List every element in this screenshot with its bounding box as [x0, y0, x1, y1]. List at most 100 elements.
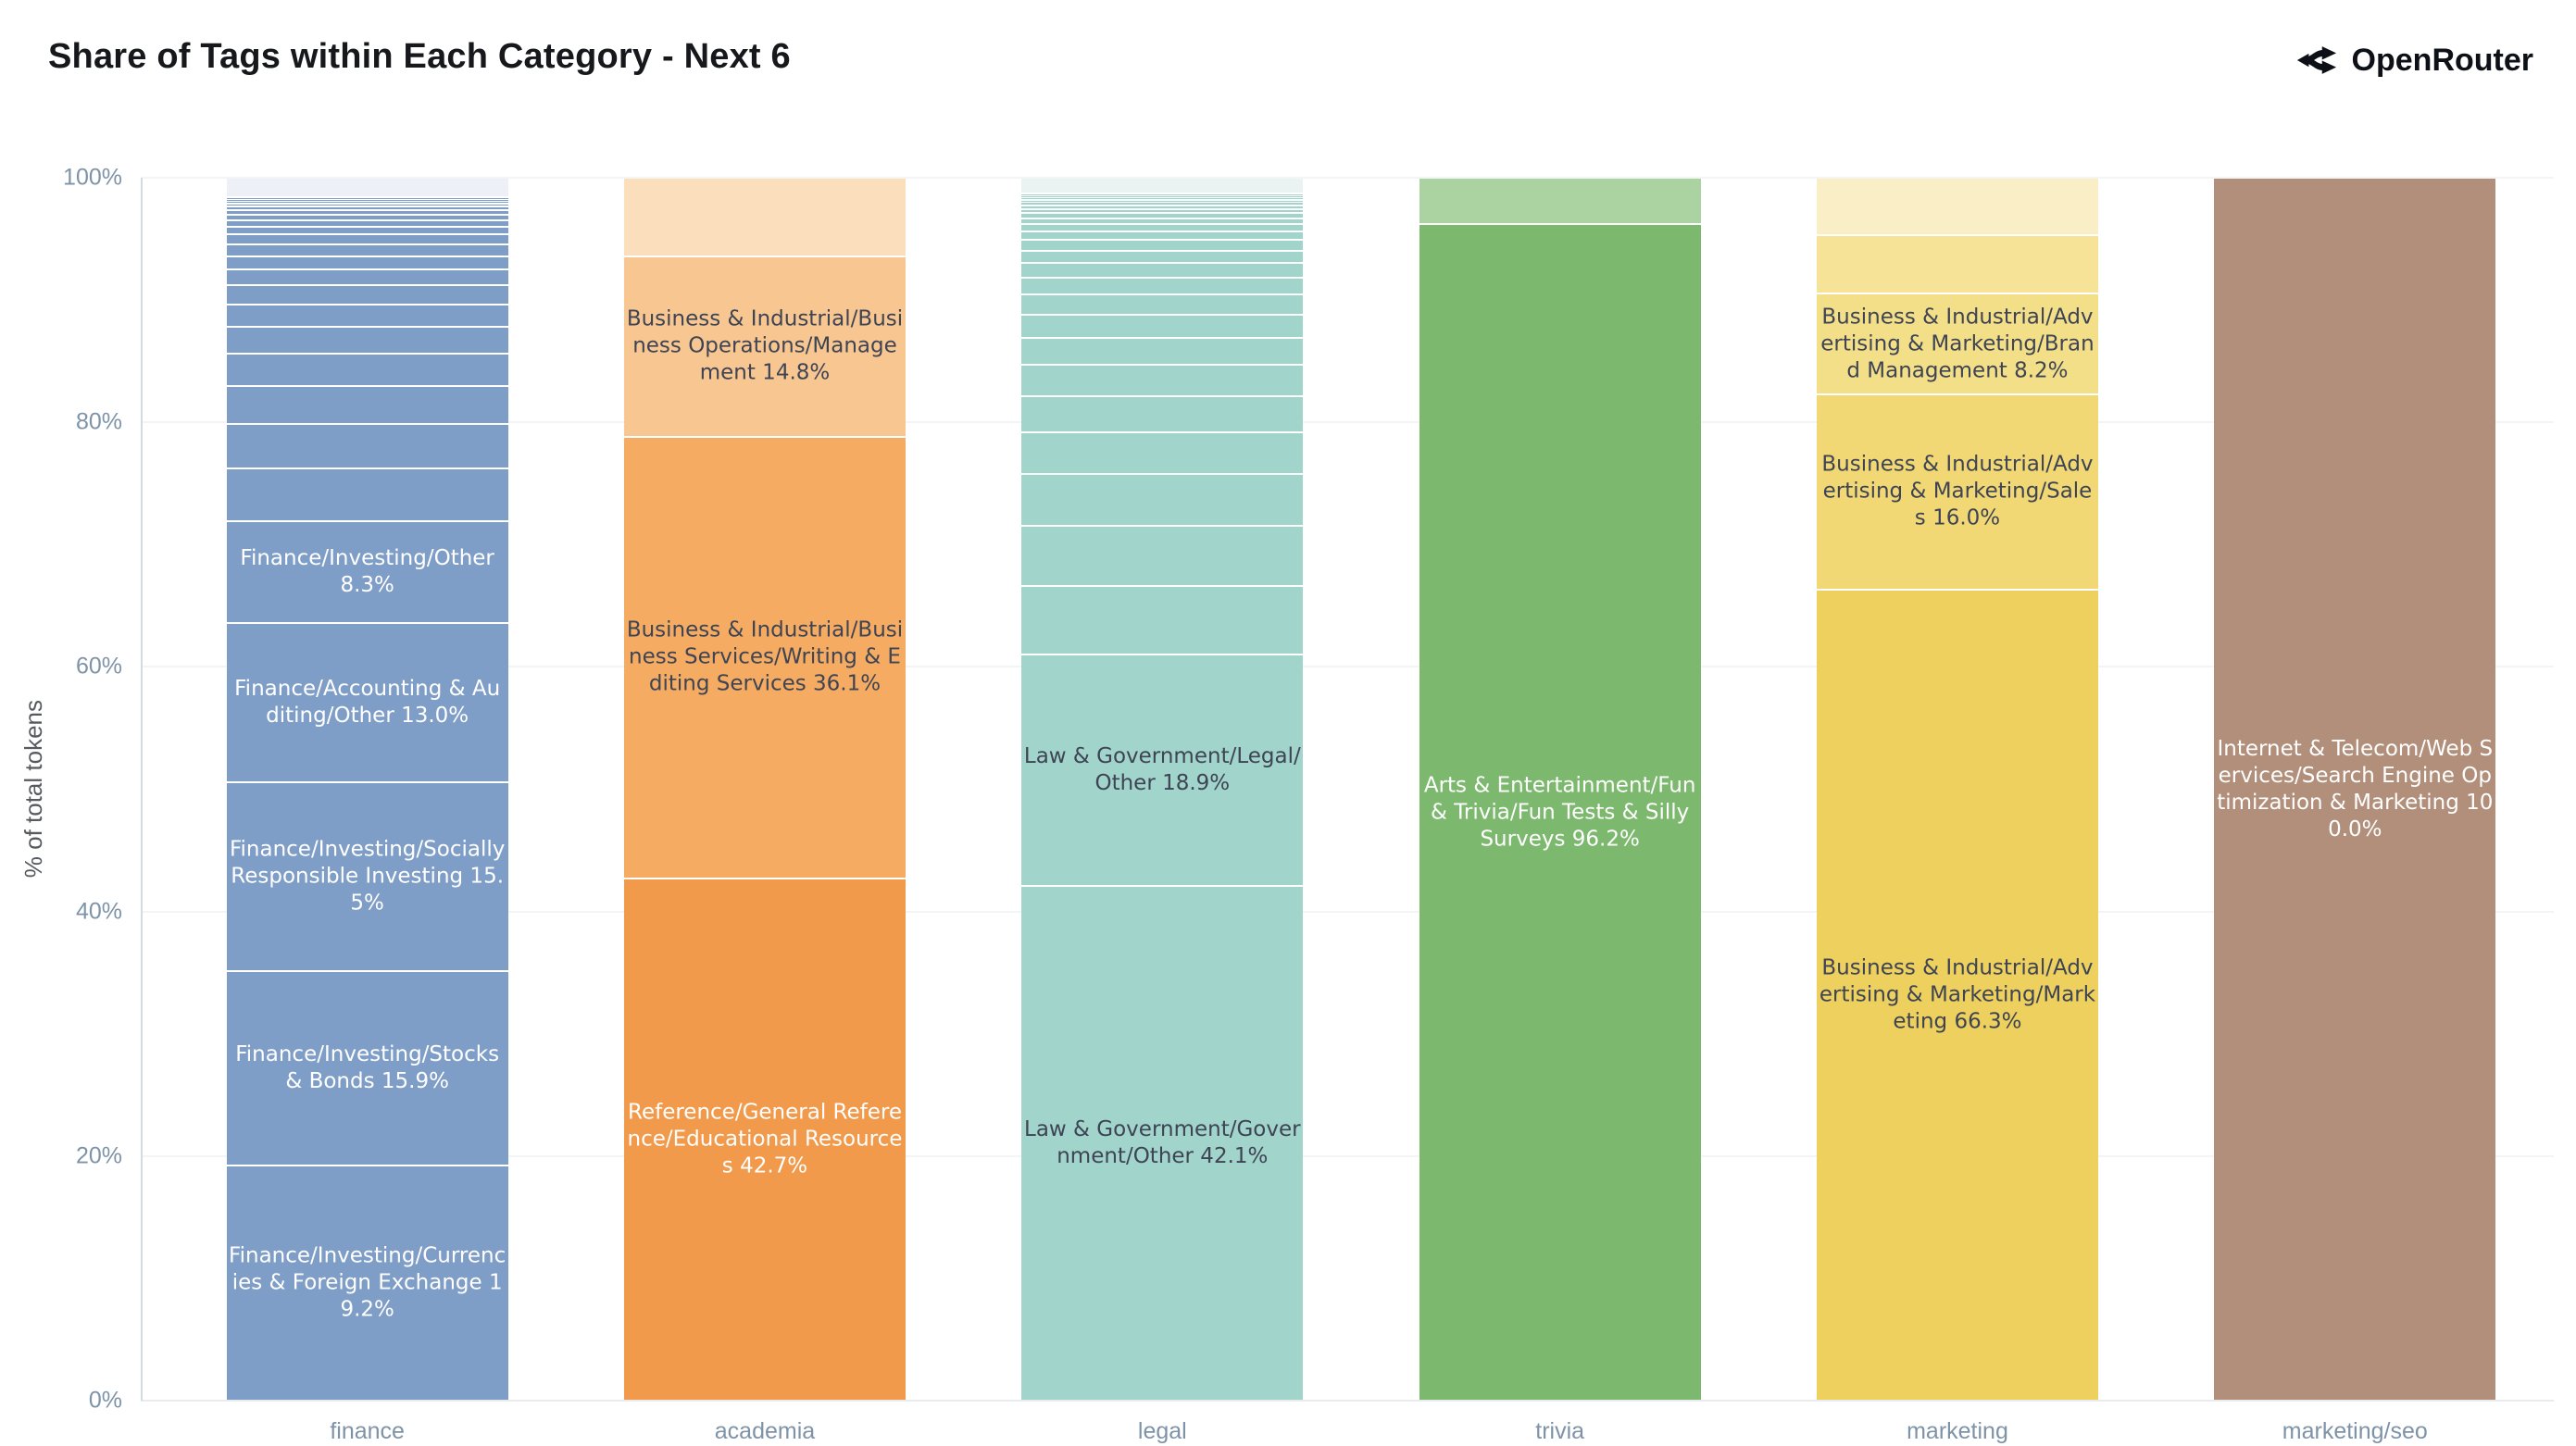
- segment-legal-3[interactable]: [1021, 198, 1304, 200]
- segment-legal-11[interactable]: [1021, 232, 1304, 240]
- segment-finance-16[interactable]: [226, 328, 508, 354]
- segment-legal-26[interactable]: Law & Government/Government/Other 42.1%: [1021, 886, 1304, 1400]
- segment-finance-17[interactable]: [226, 355, 508, 385]
- bar-legal[interactable]: Law & Government/Legal/Other 18.9% Law & …: [1021, 178, 1304, 1401]
- y-tick-0: 0%: [88, 1387, 122, 1414]
- segment-label: Arts & Entertainment/Fun & Trivia/Fun Te…: [1423, 773, 1696, 852]
- segment-legal-19[interactable]: [1021, 366, 1304, 395]
- segment-finance-12[interactable]: [226, 256, 508, 269]
- segment-trivia-1[interactable]: Arts & Entertainment/Fun & Trivia/Fun Te…: [1419, 225, 1701, 1400]
- segment-finance-24[interactable]: Finance/Investing/Stocks & Bonds 15.9%: [226, 972, 508, 1166]
- bars-layer: Finance/Investing/Other 8.3% Finance/Acco…: [169, 178, 2554, 1444]
- segment-legal-9[interactable]: [1021, 218, 1304, 224]
- segment-legal-0[interactable]: [1021, 179, 1304, 193]
- bar-column-marketing: Business & Industrial/Advertising & Mark…: [1758, 178, 2156, 1444]
- segment-label: Business & Industrial/Business Operation…: [626, 306, 904, 385]
- segment-legal-8[interactable]: [1021, 214, 1304, 218]
- segment-legal-12[interactable]: [1021, 241, 1304, 250]
- segment-label: Business & Industrial/Advertising & Mark…: [1820, 305, 2095, 383]
- segment-legal-14[interactable]: [1021, 263, 1304, 277]
- segment-legal-17[interactable]: [1021, 315, 1304, 338]
- segment-legal-13[interactable]: [1021, 251, 1304, 262]
- segment-academia-2[interactable]: Business & Industrial/Business Services/…: [623, 438, 906, 878]
- segment-academia-0[interactable]: [623, 179, 906, 256]
- brand-logo[interactable]: OpenRouter: [2295, 39, 2533, 81]
- bar-marketing[interactable]: Business & Industrial/Advertising & Mark…: [1816, 178, 2098, 1401]
- segment-finance-11[interactable]: [226, 244, 508, 256]
- segment-finance-2[interactable]: [226, 200, 508, 202]
- segment-marketing-1[interactable]: [1816, 236, 2098, 293]
- segment-marketing-4[interactable]: Business & Industrial/Advertising & Mark…: [1816, 591, 2098, 1400]
- y-tick-100: 100%: [63, 164, 122, 191]
- y-tick-60: 60%: [75, 653, 122, 679]
- segment-legal-24[interactable]: [1021, 587, 1304, 654]
- segment-legal-10[interactable]: [1021, 225, 1304, 231]
- segment-label: Law & Government/Legal/Other 18.9%: [1023, 744, 1301, 796]
- x-axis-label-finance: finance: [330, 1418, 405, 1444]
- segment-legal-1[interactable]: [1021, 194, 1304, 196]
- segment-finance-15[interactable]: [226, 305, 508, 327]
- segment-legal-23[interactable]: [1021, 527, 1304, 586]
- segment-finance-23[interactable]: Finance/Investing/Socially Responsible I…: [226, 782, 508, 971]
- segment-finance-20[interactable]: [226, 469, 508, 521]
- segment-legal-18[interactable]: [1021, 339, 1304, 365]
- y-tick-40: 40%: [75, 898, 122, 925]
- segment-label: Finance/Investing/Stocks & Bonds 15.9%: [235, 1042, 500, 1094]
- segment-label: Finance/Accounting & Auditing/Other 13.0…: [234, 676, 501, 728]
- segment-finance-10[interactable]: [226, 235, 508, 243]
- segment-finance-9[interactable]: [226, 227, 508, 234]
- segment-marketing-2[interactable]: Business & Industrial/Advertising & Mark…: [1816, 294, 2098, 393]
- segment-finance-19[interactable]: [226, 424, 508, 468]
- bar-trivia[interactable]: Arts & Entertainment/Fun & Trivia/Fun Te…: [1419, 178, 1701, 1401]
- bar-column-marketing/seo: Internet & Telecom/Web Services/Search E…: [2157, 178, 2554, 1444]
- page-title: Share of Tags within Each Category - Nex…: [48, 37, 791, 76]
- segment-finance-0[interactable]: [226, 179, 508, 197]
- segment-finance-21[interactable]: Finance/Investing/Other 8.3%: [226, 522, 508, 622]
- segment-legal-16[interactable]: [1021, 295, 1304, 314]
- segment-trivia-0[interactable]: [1419, 179, 1701, 224]
- segment-finance-7[interactable]: [226, 215, 508, 219]
- segment-label: Finance/Investing/Currencies & Foreign E…: [229, 1243, 506, 1322]
- segment-finance-14[interactable]: [226, 286, 508, 304]
- segment-finance-4[interactable]: [226, 204, 508, 206]
- segment-marketing-0[interactable]: [1816, 179, 2098, 235]
- segment-marketing-3[interactable]: Business & Industrial/Advertising & Mark…: [1816, 394, 2098, 590]
- segment-academia-3[interactable]: Reference/General Reference/Educational …: [623, 879, 906, 1400]
- segment-legal-15[interactable]: [1021, 278, 1304, 294]
- segment-finance-1[interactable]: [226, 198, 508, 200]
- segment-finance-3[interactable]: [226, 202, 508, 204]
- segment-legal-6[interactable]: [1021, 206, 1304, 208]
- segment-finance-25[interactable]: Finance/Investing/Currencies & Foreign E…: [226, 1166, 508, 1400]
- bar-marketing/seo[interactable]: Internet & Telecom/Web Services/Search E…: [2214, 178, 2496, 1401]
- segment-label: Business & Industrial/Advertising & Mark…: [1819, 955, 2096, 1034]
- segment-label: Finance/Investing/Socially Responsible I…: [229, 837, 506, 916]
- segment-label: Finance/Investing/Other 8.3%: [240, 546, 494, 597]
- segment-finance-22[interactable]: Finance/Accounting & Auditing/Other 13.0…: [226, 623, 508, 781]
- segment-finance-5[interactable]: [226, 207, 508, 209]
- gridline-20: [141, 1154, 2554, 1157]
- segment-finance-6[interactable]: [226, 211, 508, 214]
- segment-finance-8[interactable]: [226, 220, 508, 226]
- segment-legal-7[interactable]: [1021, 209, 1304, 213]
- segment-finance-13[interactable]: [226, 270, 508, 285]
- bar-finance[interactable]: Finance/Investing/Other 8.3% Finance/Acco…: [226, 178, 508, 1401]
- segment-finance-18[interactable]: [226, 386, 508, 423]
- y-axis-line: [141, 178, 143, 1401]
- segment-label: Business & Industrial/Business Services/…: [626, 617, 904, 696]
- segment-marketing/seo-0[interactable]: Internet & Telecom/Web Services/Search E…: [2214, 179, 2496, 1400]
- x-axis-label-marketing: marketing: [1907, 1418, 2008, 1444]
- y-axis-title-wrap: % of total tokens: [15, 178, 52, 1401]
- x-axis-label-legal: legal: [1137, 1418, 1187, 1444]
- bar-academia[interactable]: Business & Industrial/Business Operation…: [623, 178, 906, 1401]
- x-axis-label-marketing/seo: marketing/seo: [2282, 1418, 2428, 1444]
- segment-legal-25[interactable]: Law & Government/Legal/Other 18.9%: [1021, 655, 1304, 885]
- segment-legal-2[interactable]: [1021, 196, 1304, 198]
- segment-legal-22[interactable]: [1021, 474, 1304, 526]
- brand-name: OpenRouter: [2351, 42, 2533, 78]
- segment-legal-21[interactable]: [1021, 432, 1304, 473]
- segment-legal-20[interactable]: [1021, 396, 1304, 431]
- x-axis-label-academia: academia: [714, 1418, 816, 1444]
- segment-legal-4[interactable]: [1021, 200, 1304, 202]
- segment-legal-5[interactable]: [1021, 203, 1304, 205]
- segment-academia-1[interactable]: Business & Industrial/Business Operation…: [623, 256, 906, 437]
